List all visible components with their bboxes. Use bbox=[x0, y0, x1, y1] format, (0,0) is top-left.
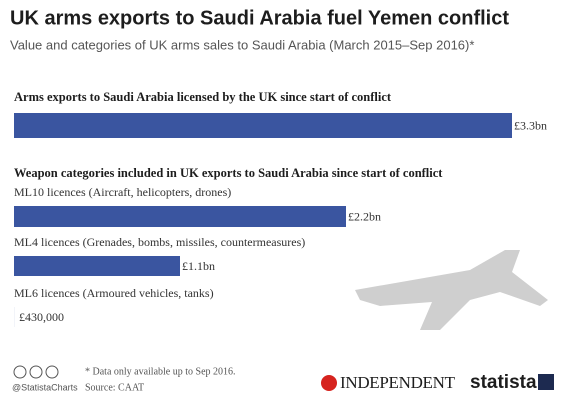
publisher-logo bbox=[321, 375, 337, 391]
footnote: * Data only available up to Sep 2016. bbox=[85, 366, 236, 377]
brand-logo bbox=[538, 374, 554, 390]
category-label: ML6 licences (Armoured vehicles, tanks) bbox=[14, 286, 214, 300]
chart-subtitle: Value and categories of UK arms sales to… bbox=[10, 37, 474, 52]
value-label: £430,000 bbox=[19, 310, 64, 324]
section-title: Weapon categories included in UK exports… bbox=[14, 166, 443, 180]
cc-icons bbox=[13, 365, 59, 379]
value-label: £2.2bn bbox=[348, 209, 381, 223]
value-label: £1.1bn bbox=[182, 259, 215, 273]
publisher: INDEPENDENT bbox=[340, 373, 456, 392]
category-label: ML10 licences (Aircraft, helicopters, dr… bbox=[14, 185, 231, 199]
bar bbox=[14, 206, 346, 227]
bar bbox=[14, 113, 512, 138]
category-label: ML4 licences (Grenades, bombs, missiles,… bbox=[14, 235, 305, 249]
value-label: £3.3bn bbox=[514, 118, 547, 132]
handle: @StatistaCharts bbox=[12, 382, 78, 392]
brand: statista bbox=[470, 372, 537, 393]
chart-title: UK arms exports to Saudi Arabia fuel Yem… bbox=[10, 7, 509, 29]
bar bbox=[14, 256, 180, 276]
jet-silhouette bbox=[355, 250, 548, 330]
source: Source: CAAT bbox=[85, 382, 144, 393]
section-title: Arms exports to Saudi Arabia licensed by… bbox=[14, 90, 392, 104]
